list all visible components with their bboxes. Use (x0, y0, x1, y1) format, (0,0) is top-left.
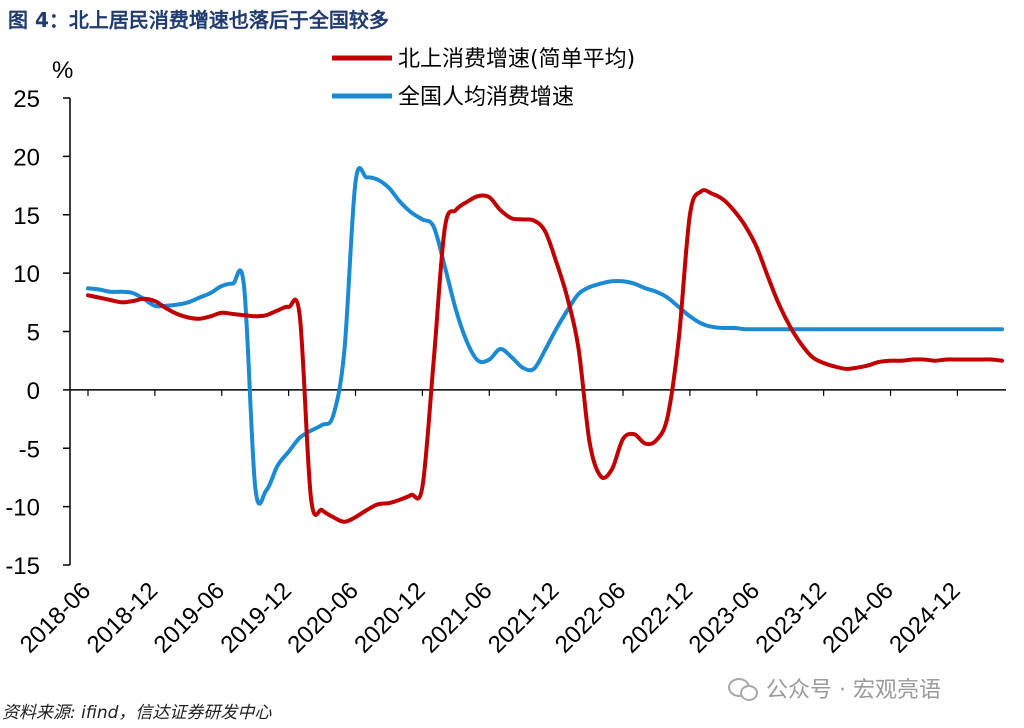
y-unit-label: % (52, 57, 73, 84)
y-tick-label: -10 (5, 495, 40, 522)
y-tick-label: -15 (5, 553, 40, 580)
series-line-beishang (86, 188, 1004, 524)
x-tick-label: 2024-12 (884, 577, 965, 658)
legend-label: 北上消费增速(简单平均) (398, 47, 635, 72)
x-tick-label: 2019-12 (216, 577, 297, 658)
watermark-text: 公众号 · 宏观亮语 (766, 678, 941, 703)
y-tick-label: 10 (13, 261, 40, 288)
x-tick-label: 2020-06 (282, 577, 363, 658)
x-tick-label: 2019-06 (149, 577, 230, 658)
line-chart: 2520151050-5-10-152018-062018-122019-062… (5, 47, 1006, 659)
y-tick-label: 25 (13, 86, 40, 113)
y-tick-label: 0 (27, 378, 40, 405)
x-tick-label: 2022-12 (617, 577, 698, 658)
x-tick-label: 2018-12 (82, 577, 163, 658)
series-line-national (86, 166, 1004, 506)
legend-label: 全国人均消费增速 (398, 85, 574, 110)
source-note: 资料来源: ifind，信达证券研发中心 (2, 703, 272, 723)
x-tick-label: 2021-06 (416, 577, 497, 658)
y-tick-label: -5 (19, 436, 40, 463)
x-tick-label: 2021-12 (483, 577, 564, 658)
x-tick-label: 2018-06 (15, 577, 96, 658)
x-tick-label: 2023-06 (684, 577, 765, 658)
y-tick-label: 20 (13, 144, 40, 171)
y-tick-label: 5 (27, 320, 40, 347)
x-tick-label: 2024-06 (817, 577, 898, 658)
x-tick-label: 2022-06 (550, 577, 631, 658)
y-tick-label: 15 (13, 203, 40, 230)
x-tick-label: 2020-12 (349, 577, 430, 658)
figure-title: 图 4：北上居民消费增速也落后于全国较多 (8, 8, 389, 32)
x-tick-label: 2023-12 (751, 577, 832, 658)
watermark: 公众号 · 宏观亮语 (728, 672, 941, 704)
wechat-icon (728, 676, 758, 701)
